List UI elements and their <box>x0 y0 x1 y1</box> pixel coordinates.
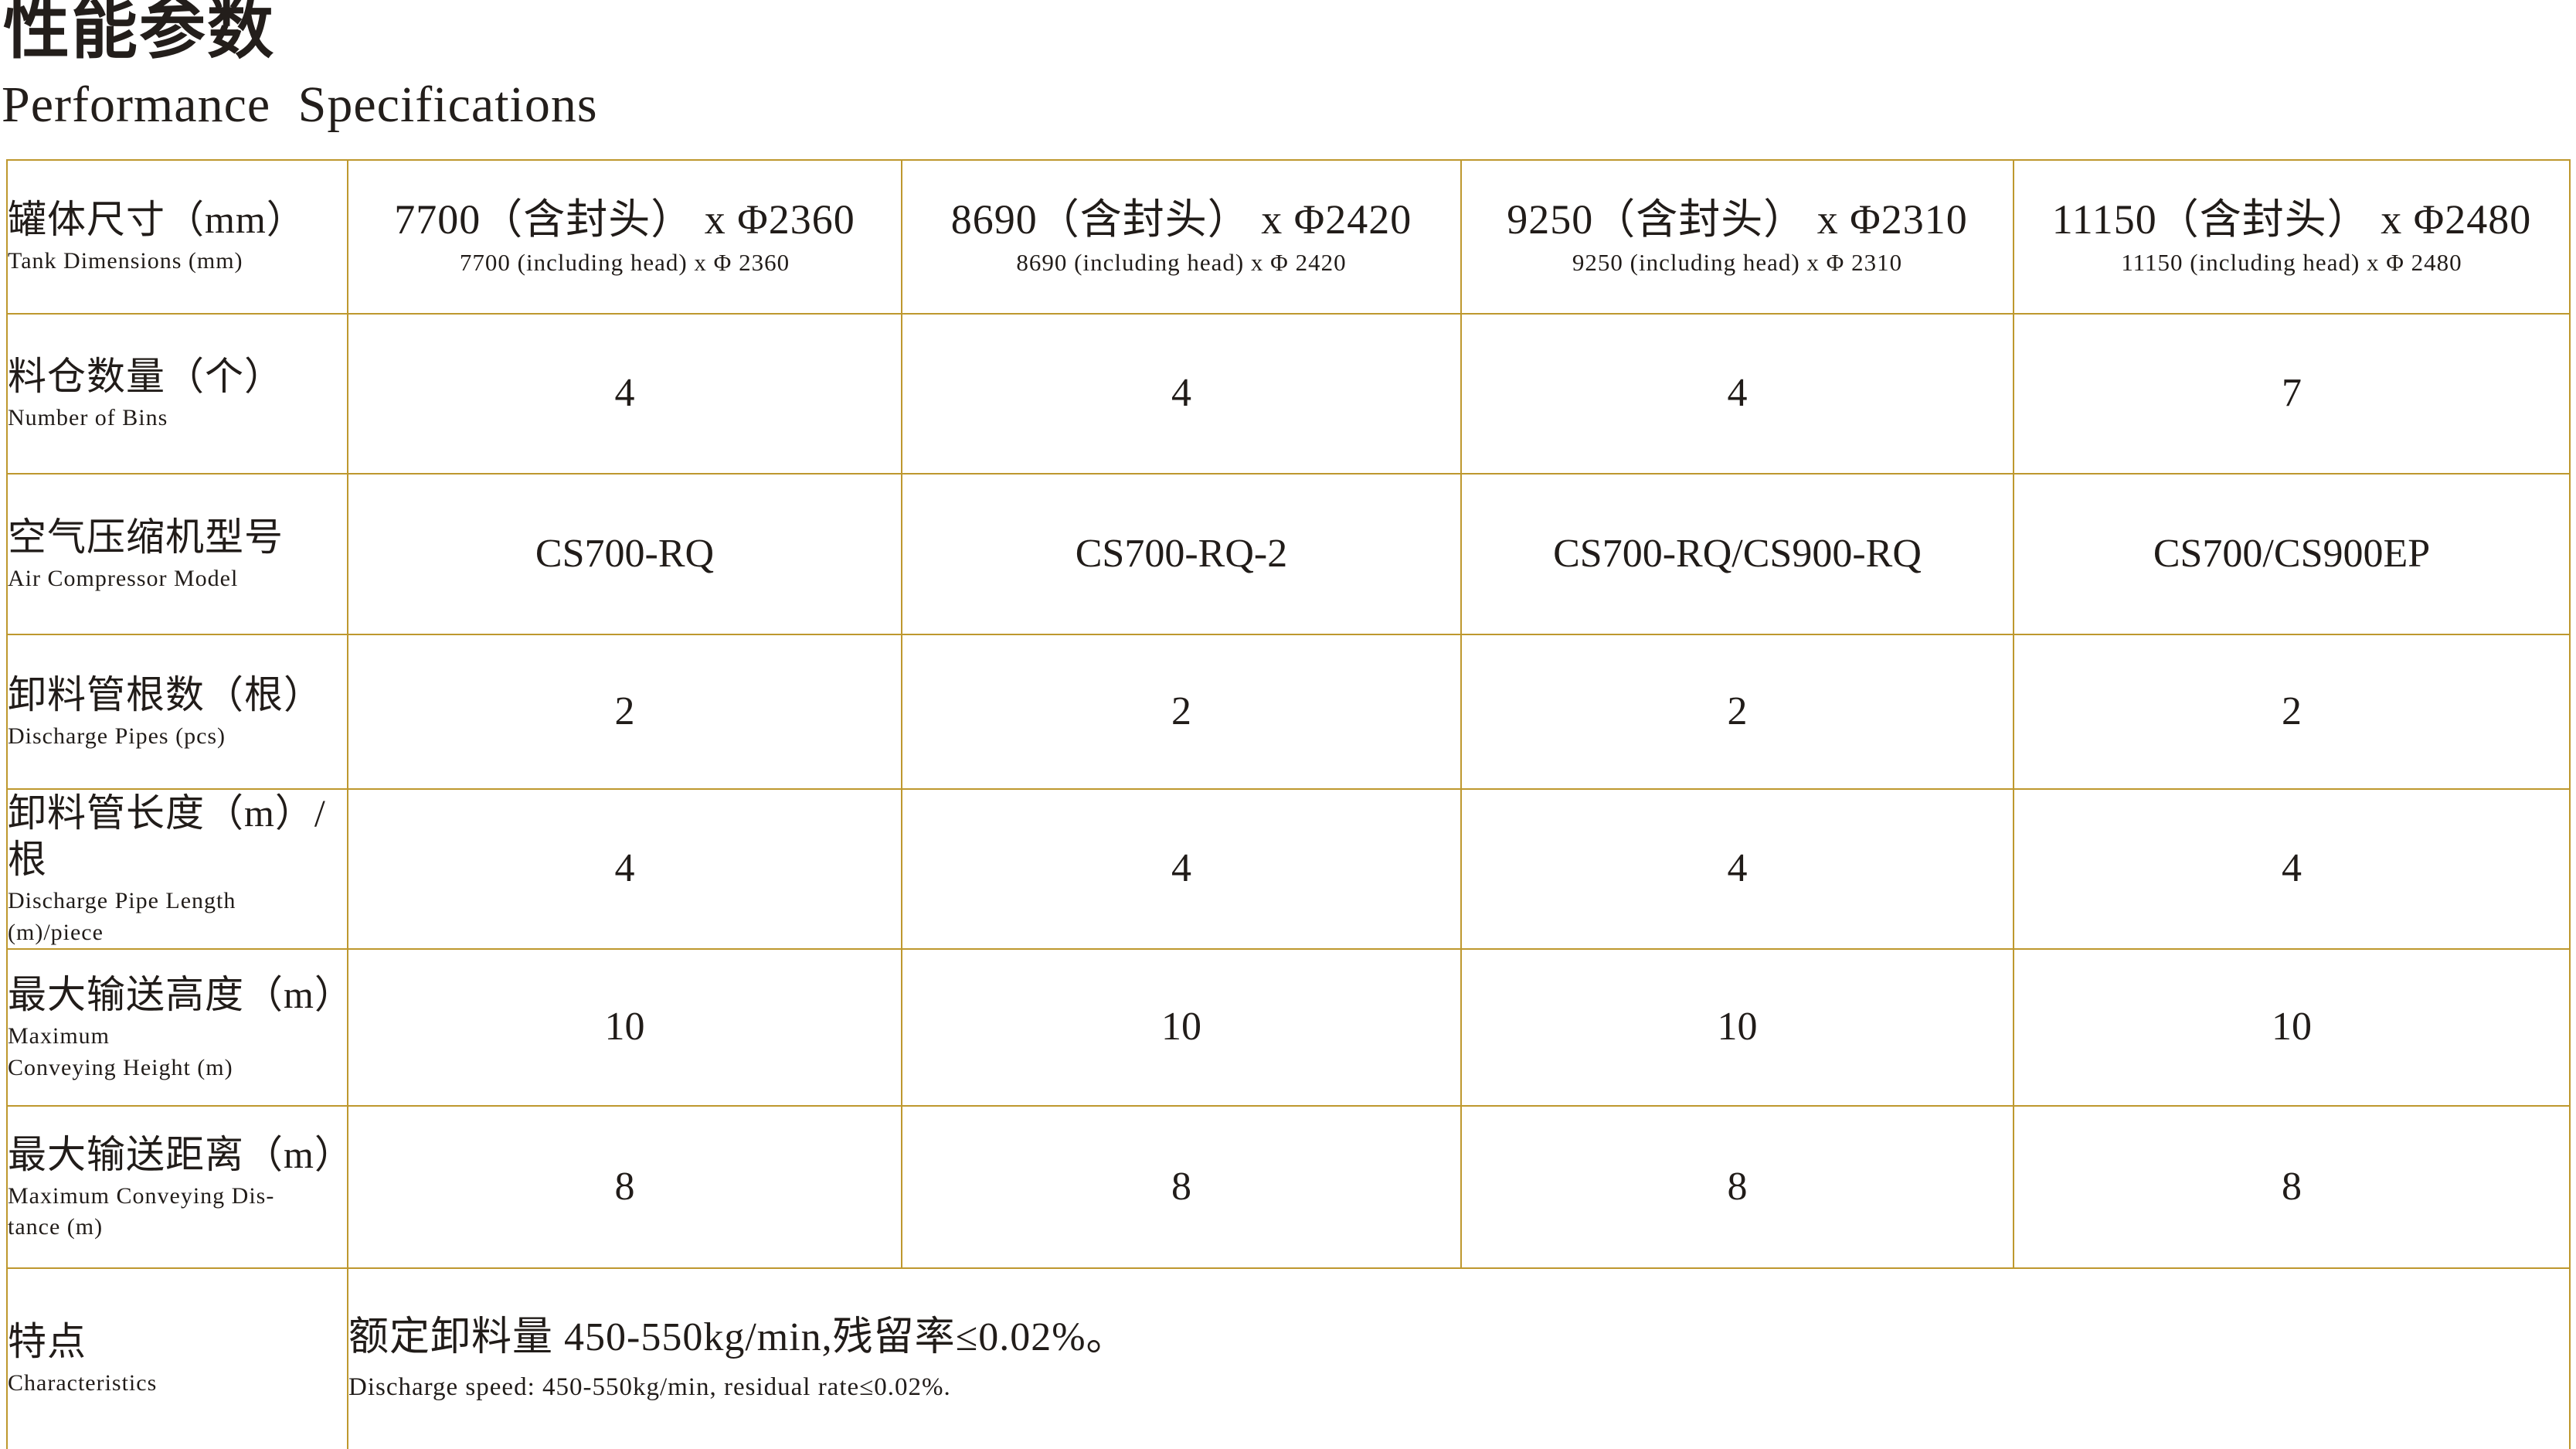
row-label-zh: 卸料管根数（根） <box>8 672 323 716</box>
row-label-max-conveying-distance: 最大输送距离（m） Maximum Conveying Dis- tance (… <box>6 1105 354 1269</box>
table-row-max-conveying-height: 最大输送高度（m） Maximum Conveying Height (m) 1… <box>6 948 2571 1107</box>
row-label-discharge-pipes: 卸料管根数（根） Discharge Pipes (pcs) <box>6 634 348 790</box>
cell-value: 10 <box>2272 1005 2312 1049</box>
cell-value: 4 <box>614 846 635 891</box>
value-cell: 2 <box>901 634 1462 790</box>
dimension-main: 8690（含封头） x Φ2420 <box>950 196 1412 243</box>
value-cell: 4 <box>1460 313 2014 474</box>
value-cell: 4 <box>347 313 902 474</box>
row-label-air-compressor-model: 空气压缩机型号 Air Compressor Model <box>6 473 348 635</box>
cell-value: 4 <box>1727 371 1748 416</box>
cell-value: 4 <box>1727 846 1748 891</box>
cell-value: 8 <box>2282 1164 2302 1209</box>
row-label-zh: 空气压缩机型号 <box>8 515 284 559</box>
table-row-max-conveying-distance: 最大输送距离（m） Maximum Conveying Dis- tance (… <box>6 1105 2571 1269</box>
cell-value: 2 <box>1171 689 1191 733</box>
table-row-characteristics: 特点 Characteristics 额定卸料量 450-550kg/min,残… <box>6 1267 2571 1449</box>
value-cell: CS700/CS900EP <box>2013 473 2571 635</box>
cell-value: CS700-RQ-2 <box>1075 531 1288 576</box>
dimension-sub: 7700 (including head) x Φ 2360 <box>459 249 790 277</box>
row-label-discharge-pipe-length: 卸料管长度（m）/根 Discharge Pipe Length (m)/pie… <box>6 788 348 950</box>
tank-dimensions-model-2: 8690（含封头） x Φ2420 8690 (including head) … <box>901 159 1462 315</box>
dimension-main: 11150（含封头） x Φ2480 <box>2051 196 2532 243</box>
cell-value: 2 <box>1727 689 1748 733</box>
cell-value: 2 <box>614 689 635 733</box>
row-label-en: Characteristics <box>8 1370 158 1396</box>
table-row-number-of-bins: 料仓数量（个） Number of Bins 4 4 4 7 <box>6 313 2571 474</box>
cell-value: 2 <box>2282 689 2302 733</box>
value-cell: 10 <box>1460 948 2014 1107</box>
value-cell: 10 <box>901 948 1462 1107</box>
row-label-en: Maximum Conveying Dis- tance (m) <box>8 1182 275 1240</box>
row-label-zh: 最大输送距离（m） <box>8 1132 354 1176</box>
value-cell: 8 <box>2013 1105 2571 1269</box>
table-row-air-compressor-model: 空气压缩机型号 Air Compressor Model CS700-RQ CS… <box>6 473 2571 635</box>
value-cell: 7 <box>2013 313 2571 474</box>
page-title-en: Performance Specifications <box>2 77 598 133</box>
cell-value: CS700/CS900EP <box>2153 531 2431 576</box>
cell-value: 10 <box>604 1005 645 1049</box>
row-label-zh: 卸料管长度（m）/根 <box>8 791 326 881</box>
row-label-en: Maximum Conveying Height (m) <box>8 1023 233 1080</box>
tank-dimensions-model-1: 7700（含封头） x Φ2360 7700 (including head) … <box>347 159 902 315</box>
dimension-main: 7700（含封头） x Φ2360 <box>394 196 855 243</box>
spec-table: 罐体尺寸（mm） Tank Dimensions (mm) 7700（含封头） … <box>6 159 2571 1449</box>
value-cell: 4 <box>1460 788 2014 950</box>
dimension-sub: 11150 (including head) x Φ 2480 <box>2121 249 2462 277</box>
row-label-zh: 最大输送高度（m） <box>8 973 354 1016</box>
dimension-main: 9250（含封头） x Φ2310 <box>1507 196 1968 243</box>
row-label-max-conveying-height: 最大输送高度（m） Maximum Conveying Height (m) <box>6 948 354 1107</box>
row-label-zh: 罐体尺寸（mm） <box>8 198 306 242</box>
cell-value: 10 <box>1717 1005 1758 1049</box>
row-label-number-of-bins: 料仓数量（个） Number of Bins <box>6 313 348 474</box>
row-label-en: Tank Dimensions (mm) <box>8 248 243 274</box>
value-cell: 8 <box>347 1105 902 1269</box>
cell-value: CS700-RQ <box>535 531 715 576</box>
table-row-tank-dimensions: 罐体尺寸（mm） Tank Dimensions (mm) 7700（含封头） … <box>6 159 2571 315</box>
row-label-zh: 特点 <box>8 1320 87 1364</box>
row-label-characteristics: 特点 Characteristics <box>6 1267 348 1449</box>
cell-value: 4 <box>1171 846 1191 891</box>
value-cell: 2 <box>1460 634 2014 790</box>
value-cell: 10 <box>347 948 902 1107</box>
tank-dimensions-model-3: 9250（含封头） x Φ2310 9250 (including head) … <box>1460 159 2014 315</box>
value-cell: 8 <box>1460 1105 2014 1269</box>
cell-value: 4 <box>614 371 635 416</box>
cell-value: 4 <box>1171 371 1191 416</box>
value-cell: 4 <box>347 788 902 950</box>
value-cell: 2 <box>2013 634 2571 790</box>
dimension-sub: 9250 (including head) x Φ 2310 <box>1572 249 1903 277</box>
row-label-tank-dimensions: 罐体尺寸（mm） Tank Dimensions (mm) <box>6 159 348 315</box>
value-cell: CS700-RQ <box>347 473 902 635</box>
row-label-en: Number of Bins <box>8 405 168 431</box>
dimension-sub: 8690 (including head) x Φ 2420 <box>1016 249 1347 277</box>
cell-value: 8 <box>1727 1164 1748 1209</box>
characteristics-text-en: Discharge speed: 450-550kg/min, residual… <box>348 1373 951 1402</box>
table-row-discharge-pipes: 卸料管根数（根） Discharge Pipes (pcs) 2 2 2 2 <box>6 634 2571 790</box>
value-cell: 10 <box>2013 948 2571 1107</box>
cell-value: 10 <box>1161 1005 1201 1049</box>
characteristics-text-zh: 额定卸料量 450-550kg/min,残留率≤0.02%。 <box>348 1315 1127 1359</box>
value-cell: 4 <box>2013 788 2571 950</box>
cell-value: 8 <box>614 1164 635 1209</box>
value-cell: CS700-RQ/CS900-RQ <box>1460 473 2014 635</box>
row-label-en: Air Compressor Model <box>8 565 239 591</box>
cell-value: 4 <box>2282 846 2302 891</box>
row-label-zh: 料仓数量（个） <box>8 355 284 399</box>
characteristics-content-cell: 额定卸料量 450-550kg/min,残留率≤0.02%。 Discharge… <box>347 1267 2571 1449</box>
value-cell: 4 <box>901 313 1462 474</box>
cell-value: 8 <box>1171 1164 1191 1209</box>
row-label-en: Discharge Pipes (pcs) <box>8 723 226 749</box>
table-row-discharge-pipe-length: 卸料管长度（m）/根 Discharge Pipe Length (m)/pie… <box>6 788 2571 950</box>
cell-value: CS700-RQ/CS900-RQ <box>1553 531 1922 576</box>
value-cell: CS700-RQ-2 <box>901 473 1462 635</box>
value-cell: 8 <box>901 1105 1462 1269</box>
value-cell: 4 <box>901 788 1462 950</box>
tank-dimensions-model-4: 11150（含封头） x Φ2480 11150 (including head… <box>2013 159 2571 315</box>
row-label-en: Discharge Pipe Length (m)/piece <box>8 888 236 945</box>
page-title-zh: 性能参数 <box>3 0 275 66</box>
value-cell: 2 <box>347 634 902 790</box>
cell-value: 7 <box>2282 371 2302 416</box>
